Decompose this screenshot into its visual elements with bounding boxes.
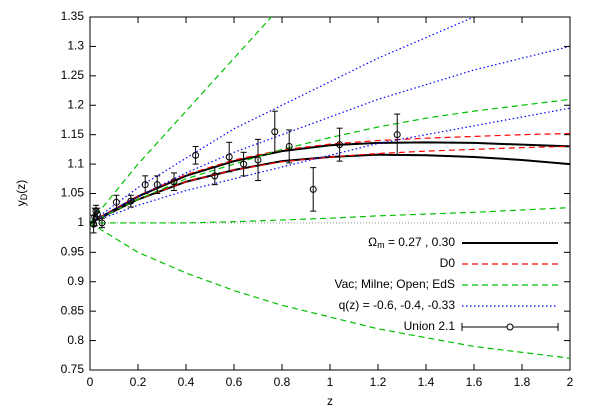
legend-label-part: = 0.27 , 0.30	[385, 235, 456, 249]
legend-label-part: Ω	[368, 235, 377, 249]
y-tick-label: 0.8	[67, 333, 84, 347]
y-tick-label: 1.3	[67, 39, 84, 53]
x-tick-label: 2	[567, 375, 574, 389]
x-tick-label: 0.2	[130, 375, 147, 389]
y-tick-label: 0.95	[61, 245, 85, 259]
series-line	[90, 153, 570, 224]
legend-label-part: m	[377, 240, 385, 250]
y-tick-label: 1	[77, 215, 84, 229]
plot-area	[90, 17, 570, 359]
data-point	[98, 219, 106, 227]
x-axis-label: z	[327, 394, 333, 408]
legend-label: Vac; Milne; Open; EdS	[334, 277, 455, 291]
data-point	[170, 178, 178, 186]
y-tick-label: 0.75	[61, 362, 85, 376]
data-point	[271, 128, 279, 136]
data-point	[309, 185, 317, 193]
y-tick-label: 1.25	[61, 68, 85, 82]
series-line	[90, 132, 570, 224]
legend-label-part: D0	[440, 256, 456, 270]
data-point	[112, 198, 120, 206]
data-point	[211, 172, 219, 180]
legend-label: Union 2.1	[404, 319, 456, 333]
data-point	[225, 153, 233, 161]
legend-label: q(z) = -0.6, -0.4, -0.33	[339, 298, 456, 312]
x-tick-label: 1.6	[466, 375, 483, 389]
data-point	[127, 197, 135, 205]
data-point	[192, 151, 200, 159]
series-line	[90, 141, 570, 224]
data-point	[141, 181, 149, 189]
x-tick-label: 1.4	[418, 375, 435, 389]
data-point	[285, 142, 293, 150]
y-tick-label: 1.1	[67, 156, 84, 170]
y-axis-label: yD(z)	[14, 180, 29, 207]
y-tick-label: 1.35	[61, 9, 85, 23]
legend: Ωm = 0.27 , 0.30 D0 Vac; Milne; Open; EdS q…	[334, 235, 559, 333]
data-point	[240, 160, 248, 168]
legend-label-part: q(z) = -0.6, -0.4, -0.33	[339, 298, 456, 312]
y-tick-label: 1.2	[67, 97, 84, 111]
y-tick-label: 0.85	[61, 303, 85, 317]
plot-frame	[89, 16, 571, 371]
data-point	[336, 141, 344, 149]
data-point	[393, 131, 401, 139]
x-tick-label: 1.2	[370, 375, 387, 389]
series-line	[90, 145, 570, 224]
series-line	[90, 207, 570, 224]
x-tick-label: 1	[327, 375, 334, 389]
data-point	[254, 156, 262, 164]
y-tick-label: 1.15	[61, 127, 85, 141]
data-point	[93, 210, 101, 218]
series-line	[90, 17, 273, 224]
legend-label: Ωm = 0.27 , 0.30	[368, 235, 455, 250]
legend-label-part: Vac; Milne; Open; EdS	[334, 277, 455, 291]
y-tick-label: 1.05	[61, 186, 85, 200]
data-point	[90, 220, 98, 228]
series-line	[90, 222, 570, 359]
legend-label: D0	[440, 256, 456, 270]
legend-swatch	[506, 323, 514, 331]
y-tick-label: 0.9	[67, 274, 84, 288]
series-line	[90, 45, 570, 224]
series-line	[90, 17, 476, 224]
x-tick-label: 1.8	[514, 375, 531, 389]
legend-label-part: Union 2.1	[404, 319, 456, 333]
series-line	[90, 98, 570, 224]
x-tick-label: 0	[87, 375, 94, 389]
x-tick-label: 0.6	[226, 375, 243, 389]
series-line	[90, 107, 570, 224]
x-tick-label: 0.4	[178, 375, 195, 389]
data-point	[153, 181, 161, 189]
x-tick-label: 0.8	[274, 375, 291, 389]
